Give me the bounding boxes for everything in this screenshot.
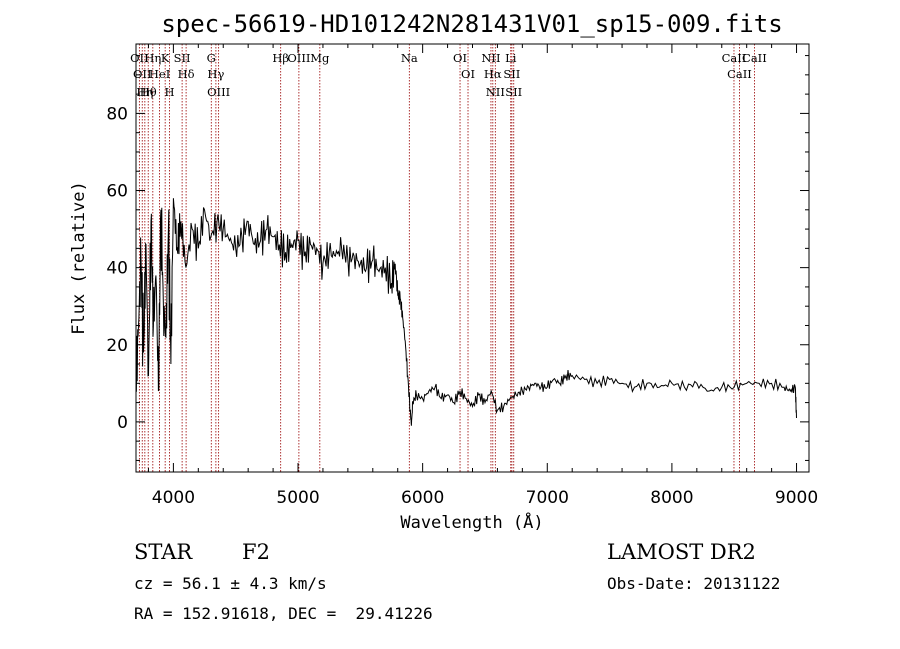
- spectral-line-label: Hη: [136, 85, 153, 99]
- x-tick-label: 6000: [401, 488, 444, 508]
- y-tick-label: 20: [106, 336, 128, 356]
- x-tick-label: 5000: [276, 488, 319, 508]
- spectrum-series-line: [135, 198, 797, 426]
- spectral-line-label: G: [207, 51, 216, 65]
- spectral-line-label: CaII: [742, 51, 767, 65]
- y-tick-label: 60: [106, 182, 128, 202]
- spectral-line-label: SII: [174, 51, 191, 65]
- spectral-line-label: Li: [505, 51, 517, 65]
- spectral-line-label: OIII: [287, 51, 310, 65]
- coordinates-readout: RA = 152.91618, DEC = 29.41226: [134, 604, 433, 623]
- spectral-line-label: OI: [461, 67, 475, 81]
- spectral-line-label: HeI: [149, 67, 170, 81]
- chart-title: spec-56619-HD101242N281431V01_sp15-009.f…: [161, 10, 782, 38]
- spectral-line-label: Hθ: [140, 85, 157, 99]
- spectral-line-label: NII: [486, 85, 505, 99]
- spectral-line-label: SII: [505, 85, 522, 99]
- spectral-line-label: Hη: [144, 51, 161, 65]
- spectral-line-label: OII: [133, 67, 152, 81]
- spectral-line-label: Mg: [310, 51, 330, 65]
- spectral-line-label: CaII: [727, 67, 752, 81]
- spectral-line-label: SII: [503, 67, 520, 81]
- y-axis-label: Flux (relative): [69, 181, 89, 335]
- survey-name: LAMOST DR2: [607, 540, 756, 564]
- spectral-line-label: H: [165, 85, 175, 99]
- spectral-line-label: Na: [401, 51, 418, 65]
- object-subclass: F2: [242, 540, 270, 564]
- spectral-line-label: K: [161, 51, 170, 65]
- y-axis-ticks: 0 20 40 60 80: [106, 55, 809, 461]
- x-tick-label: 9000: [775, 488, 818, 508]
- spectral-line-label: OI: [453, 51, 467, 65]
- spectral-line-label: Hδ: [178, 67, 195, 81]
- x-axis-label: Wavelength (Å): [400, 511, 543, 533]
- y-tick-label: 0: [117, 413, 128, 433]
- object-class: STAR: [134, 540, 193, 564]
- spectral-line-label: OII: [130, 51, 149, 65]
- spectral-line-label: Hα: [484, 67, 502, 81]
- x-axis-ticks: 4000 5000 6000 7000 8000 9000: [147, 44, 818, 508]
- spectral-line-markers: [138, 44, 755, 472]
- spectral-line-label: Hβ: [272, 51, 289, 65]
- spectral-line-label: Hγ: [207, 67, 224, 81]
- spectral-line-label: OIII: [207, 85, 230, 99]
- spectral-line-label: NII: [481, 51, 500, 65]
- spectral-line-label: CaII: [722, 51, 747, 65]
- x-tick-label: 7000: [526, 488, 569, 508]
- x-tick-label: 8000: [650, 488, 693, 508]
- velocity-readout: cz = 56.1 ± 4.3 km/s: [134, 574, 327, 593]
- y-tick-label: 80: [106, 104, 128, 124]
- y-tick-label: 40: [106, 259, 128, 279]
- observation-date: Obs-Date: 20131122: [607, 574, 781, 593]
- x-tick-label: 4000: [152, 488, 195, 508]
